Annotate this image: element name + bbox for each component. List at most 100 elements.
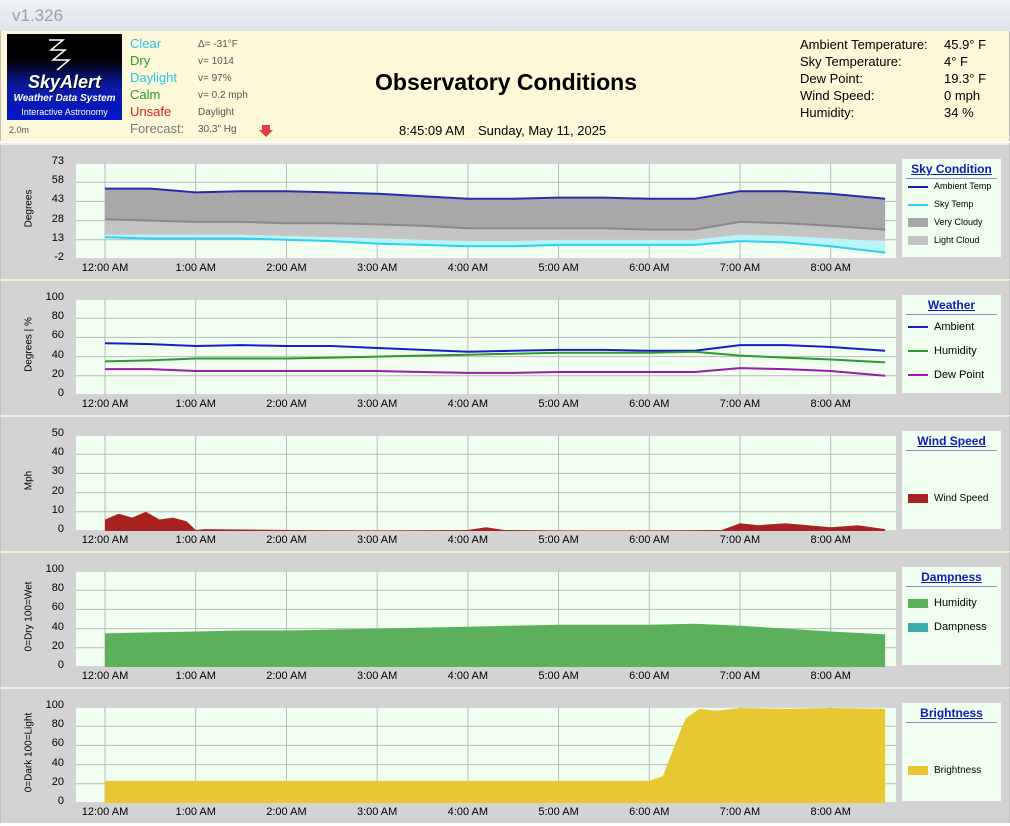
plot-area xyxy=(76,570,896,668)
reading-label: Ambient Temperature: xyxy=(800,37,928,52)
page-title: Observatory Conditions xyxy=(375,69,637,95)
y-tick-label: 0 xyxy=(57,795,64,807)
series-very-cloudy-line xyxy=(104,218,886,231)
x-tick-label: 2:00 AM xyxy=(266,262,307,274)
y-tick-label: 58 xyxy=(51,174,64,187)
status-label-clear: Clear xyxy=(130,36,162,51)
legend-label: Light Cloud xyxy=(934,235,980,245)
x-tick-label: 8:00 AM xyxy=(810,806,851,818)
legend-title: Sky Condition xyxy=(902,162,1001,179)
x-tick-label: 1:00 AM xyxy=(175,806,216,818)
x-tick-label: 1:00 AM xyxy=(175,534,216,546)
y-tick-label: 50 xyxy=(51,427,64,439)
x-tick-label: 6:00 AM xyxy=(629,670,670,682)
legend-label: Dampness xyxy=(934,621,987,633)
legend-swatch xyxy=(908,185,928,188)
series-humidity xyxy=(105,623,886,667)
y-tick-label: 43 xyxy=(51,193,64,206)
plot-svg xyxy=(76,434,896,532)
y-tick-label: 0 xyxy=(57,387,64,399)
x-tick-label: 3:00 AM xyxy=(356,534,398,546)
legend-label: Ambient Temp xyxy=(934,181,992,191)
plot-svg xyxy=(76,570,896,668)
chart-legend: Weather Ambient Humidity Dew Point xyxy=(902,295,1001,393)
arrow-down-icon xyxy=(259,125,273,137)
chart-panel-brightness: 0=Dark 100=Light 100 80 60 40 20 0 12:00 AM 1:00… xyxy=(0,687,1010,823)
x-tick-label: 2:00 AM xyxy=(266,534,307,546)
x-tick-label: 5:00 AM xyxy=(538,262,579,274)
legend-swatch xyxy=(908,236,928,246)
series-light-cloud xyxy=(105,219,886,242)
logo-tagline: Interactive Astronomy xyxy=(21,107,108,117)
y-tick-label: 40 xyxy=(51,348,64,361)
legend-item: Humidity xyxy=(908,597,977,609)
series-wind-speed xyxy=(105,511,886,531)
x-tick-label: 6:00 AM xyxy=(629,398,670,410)
legend-swatch xyxy=(908,326,928,329)
y-axis-label: Degrees | % xyxy=(23,317,35,372)
legend-swatch xyxy=(908,598,928,608)
x-tick-label: 5:00 AM xyxy=(538,806,579,818)
x-tick-label: 2:00 AM xyxy=(266,806,307,818)
y-tick-label: 0 xyxy=(57,659,64,671)
x-tick-label: 4:00 AM xyxy=(447,262,489,274)
plot-area xyxy=(76,706,896,804)
legend-item: Ambient xyxy=(908,321,974,333)
plot-area xyxy=(76,162,896,260)
x-tick-label: 12:00 AM xyxy=(81,262,129,274)
x-tick-label: 6:00 AM xyxy=(629,262,670,274)
x-tick-label: 4:00 AM xyxy=(447,670,489,682)
status-label-forecast: Forecast: xyxy=(130,121,185,136)
y-tick-label: 100 xyxy=(45,291,64,303)
legend-swatch xyxy=(908,374,928,377)
status-value: Δ= -31°F xyxy=(198,39,238,50)
legend-label: Dew Point xyxy=(934,369,985,381)
legend-title: Dampness xyxy=(902,570,1001,587)
y-tick-label: 20 xyxy=(51,639,64,652)
legend-item: Humidity xyxy=(908,345,977,357)
x-tick-label: 5:00 AM xyxy=(538,398,579,410)
plot-svg xyxy=(76,706,896,804)
chart-panel-dampness: 0=Dry 100=Wet 100 80 60 40 20 0 12:00 AM 1:00 AM… xyxy=(0,551,1010,687)
y-tick-label: 40 xyxy=(51,620,64,633)
series-sky-band xyxy=(105,234,886,253)
chart-legend: Dampness Humidity Dampness xyxy=(902,567,1001,665)
plot-svg xyxy=(76,298,896,396)
x-tick-label: 7:00 AM xyxy=(719,806,761,818)
x-tick-label: 7:00 AM xyxy=(719,398,761,410)
status-label-dry: Dry xyxy=(130,53,151,68)
plot-svg xyxy=(76,162,896,260)
y-tick-label: 80 xyxy=(51,718,64,731)
x-tick-label: 12:00 AM xyxy=(81,670,129,682)
reading-label: Dew Point: xyxy=(800,71,863,86)
legend-swatch xyxy=(908,765,928,775)
y-tick-label: 100 xyxy=(45,563,64,575)
lightning-icon xyxy=(48,39,72,71)
reading-value: 19.3° F xyxy=(944,71,987,86)
y-tick-label: 0 xyxy=(57,523,64,535)
legend-label: Brightness xyxy=(934,765,982,776)
legend-title: Brightness xyxy=(902,706,1001,723)
x-tick-label: 4:00 AM xyxy=(447,806,489,818)
series-sky-temp xyxy=(104,236,886,254)
legend-label: Humidity xyxy=(934,345,977,357)
x-tick-label: 6:00 AM xyxy=(629,534,670,546)
header-panel: SkyAlert Weather Data System Interactive… xyxy=(0,31,1010,141)
status-label-unsafe: Unsafe xyxy=(130,104,172,119)
status-label-calm: Calm xyxy=(130,87,161,102)
legend-item: Ambient Temp xyxy=(908,181,991,191)
x-tick-label: 12:00 AM xyxy=(81,806,129,818)
reading-value: 0 mph xyxy=(944,88,981,103)
x-tick-label: 4:00 AM xyxy=(447,534,489,546)
window-titlebar: v1.326 xyxy=(0,0,1010,32)
logo-subtitle: Weather Data System xyxy=(13,93,116,104)
y-tick-label: 80 xyxy=(51,310,64,323)
series-ambient xyxy=(104,342,886,353)
legend-label: Wind Speed xyxy=(934,493,989,504)
y-tick-label: 73 xyxy=(51,155,64,167)
legend-swatch xyxy=(908,350,928,353)
y-tick-label: -2 xyxy=(54,251,64,263)
series-ambient-temp xyxy=(105,187,886,200)
clock-time: 8:45:09 AM xyxy=(399,123,465,138)
chart-panel-sky-condition: Degrees 73 58 43 28 13 -2 12:00 AM 1:00 AM 2:00 A… xyxy=(0,143,1010,279)
